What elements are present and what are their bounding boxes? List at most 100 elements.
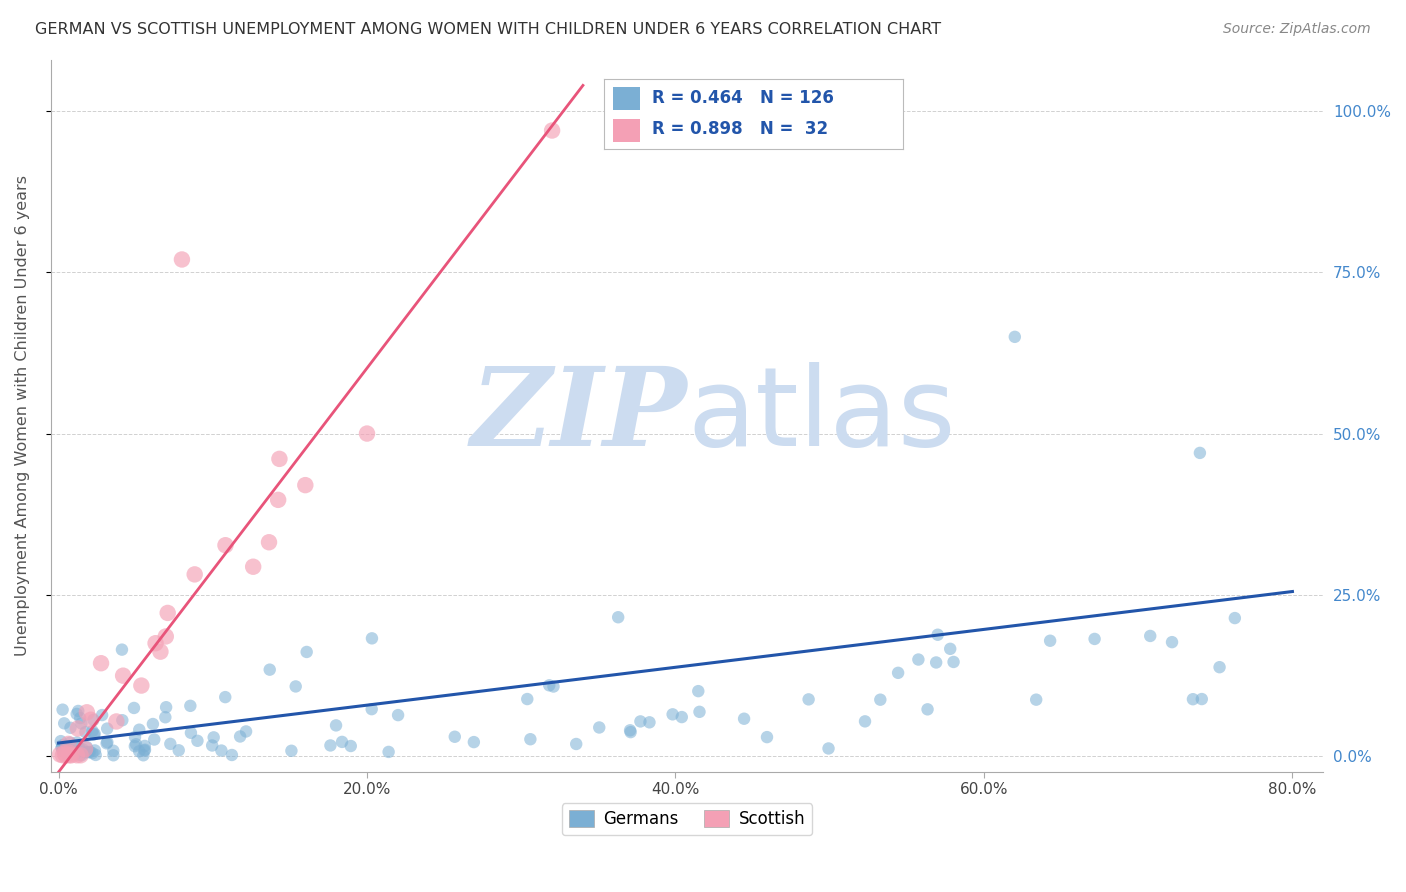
Point (756, 730, 779, 744)
Point (688, 684, 710, 698)
Point (58, 746, 80, 760)
Text: ZIP: ZIP (471, 362, 688, 469)
Point (96, 736, 118, 750)
Point (356, 426, 378, 441)
Text: GERMAN VS SCOTTISH UNEMPLOYMENT AMONG WOMEN WITH CHILDREN UNDER 6 YEARS CORRELAT: GERMAN VS SCOTTISH UNEMPLOYMENT AMONG WO… (35, 22, 941, 37)
Point (361, 632, 384, 646)
Point (214, 538, 236, 552)
Point (180, 726, 202, 740)
Point (82, 724, 104, 739)
Point (661, 707, 683, 722)
Point (59, 736, 82, 750)
Point (84, 747, 107, 762)
Point (443, 730, 465, 744)
Point (1208, 660, 1230, 674)
Point (134, 743, 156, 757)
Point (1188, 446, 1211, 460)
Point (319, 739, 342, 753)
Point (77, 745, 100, 759)
Point (67, 704, 90, 718)
Point (259, 663, 281, 677)
Point (387, 708, 409, 723)
Point (917, 702, 939, 716)
Point (52, 744, 75, 758)
Point (927, 628, 949, 642)
Point (1025, 692, 1047, 706)
Point (49, 734, 72, 748)
Point (103, 748, 125, 763)
Point (58, 737, 80, 751)
Point (167, 743, 190, 757)
Point (79, 745, 101, 759)
Point (360, 702, 382, 716)
Point (939, 641, 962, 656)
Point (284, 680, 307, 694)
Point (156, 606, 179, 620)
Y-axis label: Unemployment Among Women with Children Under 6 years: Unemployment Among Women with Children U… (15, 176, 30, 657)
Point (70, 748, 93, 763)
Point (69, 711, 91, 725)
Point (214, 690, 236, 705)
Point (124, 739, 146, 754)
Point (155, 700, 177, 714)
Point (125, 737, 148, 751)
Point (90, 657, 112, 671)
Point (80, 713, 103, 727)
Point (1191, 692, 1213, 706)
Point (112, 668, 135, 682)
Point (53, 716, 76, 731)
Point (143, 732, 166, 747)
Point (620, 725, 643, 739)
Point (55, 748, 77, 763)
Point (202, 731, 225, 745)
Point (52, 748, 75, 763)
Point (942, 655, 965, 669)
Point (60, 748, 83, 763)
Point (51, 739, 73, 753)
Point (105, 714, 128, 729)
Legend: Germans, Scottish: Germans, Scottish (562, 804, 813, 835)
Point (65, 747, 87, 761)
Point (607, 610, 630, 624)
Point (53, 746, 76, 760)
Point (1181, 692, 1204, 706)
Point (179, 698, 201, 713)
Point (103, 744, 125, 758)
Point (83, 727, 105, 741)
Point (209, 743, 232, 757)
Point (58, 747, 80, 762)
Point (628, 714, 651, 729)
Point (70, 716, 93, 731)
Text: Source: ZipAtlas.com: Source: ZipAtlas.com (1223, 22, 1371, 37)
Point (145, 636, 167, 650)
Point (134, 743, 156, 757)
Point (155, 630, 177, 644)
Point (96, 735, 118, 749)
Point (91, 708, 114, 723)
Point (339, 739, 361, 753)
Point (671, 710, 693, 724)
Point (516, 692, 538, 706)
Point (76, 706, 98, 720)
Point (82, 713, 104, 727)
Point (257, 535, 280, 549)
Point (66, 735, 89, 749)
Point (72, 745, 94, 759)
Point (49, 747, 72, 762)
Point (66, 722, 89, 736)
Point (463, 735, 485, 749)
Point (56, 741, 79, 756)
Point (541, 123, 564, 137)
Point (56, 739, 79, 754)
Point (69, 747, 91, 762)
Point (853, 714, 876, 729)
Point (59, 721, 82, 735)
Point (242, 559, 264, 574)
Point (128, 723, 150, 737)
Point (1084, 632, 1107, 646)
Point (51, 740, 73, 755)
Point (925, 656, 948, 670)
Point (132, 748, 155, 763)
Point (96, 722, 118, 736)
Point (519, 732, 541, 747)
